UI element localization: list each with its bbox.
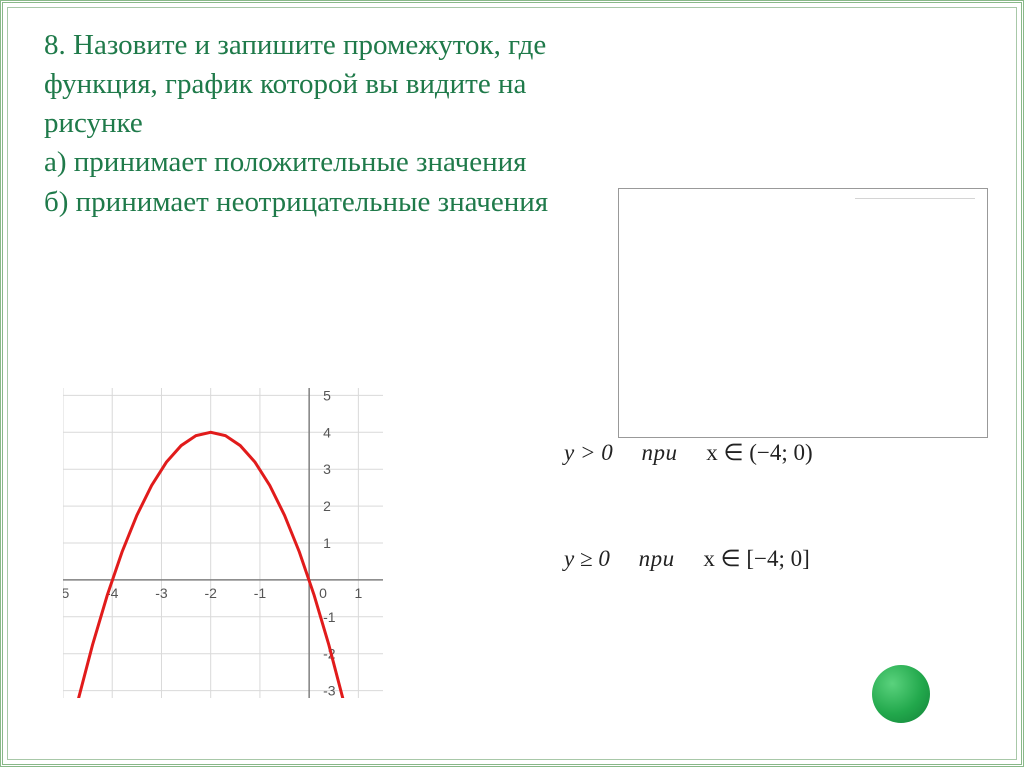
- svg-text:-5: -5: [63, 585, 69, 601]
- answer-container-box: [618, 188, 988, 438]
- answer-a-lhs: у > 0: [564, 440, 613, 465]
- parabola-chart: -5-4-3-2-110-3-2-112345: [63, 388, 383, 698]
- heading-line-1: 8. Назовите и запишите промежуток, где: [44, 26, 980, 65]
- svg-text:-3: -3: [155, 585, 168, 601]
- heading-line-4: а) принимает положительные значения: [44, 143, 980, 182]
- answer-b-formula: y ≥ 0 при x ∈ [−4; 0]: [564, 546, 810, 572]
- svg-text:-3: -3: [323, 683, 336, 698]
- svg-text:-1: -1: [254, 585, 267, 601]
- svg-text:1: 1: [354, 585, 362, 601]
- svg-text:5: 5: [323, 388, 331, 403]
- svg-text:1: 1: [323, 535, 331, 551]
- heading-line-3: рисунке: [44, 104, 980, 143]
- slide-inner-frame: 8. Назовите и запишите промежуток, где ф…: [7, 7, 1017, 760]
- svg-text:-2: -2: [204, 585, 217, 601]
- heading-line-2: функция, график которой вы видите на: [44, 65, 980, 104]
- answer-b-rhs: x ∈ [−4; 0]: [703, 546, 809, 571]
- chart-svg: -5-4-3-2-110-3-2-112345: [63, 388, 383, 698]
- svg-text:3: 3: [323, 461, 331, 477]
- svg-text:0: 0: [319, 585, 327, 601]
- svg-text:2: 2: [323, 498, 331, 514]
- decorative-dot-icon: [872, 665, 930, 723]
- answer-b-lhs: y ≥ 0: [564, 546, 610, 571]
- answer-a-formula: у > 0 при x ∈ (−4; 0): [564, 440, 813, 466]
- answer-a-word: при: [641, 440, 677, 465]
- svg-text:4: 4: [323, 424, 331, 440]
- answer-b-word: при: [639, 546, 675, 571]
- answer-a-rhs: x ∈ (−4; 0): [706, 440, 812, 465]
- slide-outer-frame: 8. Назовите и запишите промежуток, где ф…: [0, 0, 1024, 767]
- svg-text:-1: -1: [323, 609, 336, 625]
